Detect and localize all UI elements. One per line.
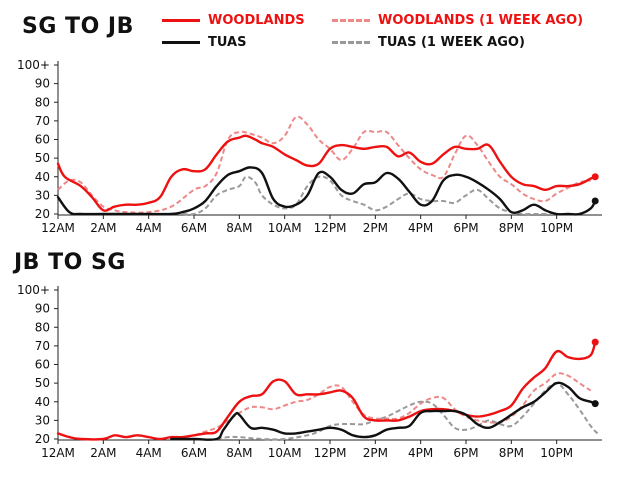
legend-label-tuas: TUAS — [208, 35, 247, 50]
y-tick-label: 40 — [35, 170, 50, 184]
series-end-marker-woodlands — [591, 338, 599, 346]
series-end-marker-woodlands — [591, 173, 599, 181]
x-tick-label: 4PM — [408, 446, 433, 460]
x-tick-label: 8PM — [499, 446, 524, 460]
legend-swatch-woodlands-prev — [332, 19, 370, 22]
series-line-tuas — [170, 381, 597, 441]
x-tick-label: 10PM — [540, 221, 573, 235]
y-tick-label: 60 — [35, 133, 50, 147]
x-tick-label: 2AM — [90, 221, 116, 235]
y-tick-label: 100+ — [17, 58, 50, 72]
chart-sg-to-jb: 20 30 40 50 60 70 80 90 100+ 12AM 2AM 4AM 6AM 8AM 10AM… — [17, 58, 602, 235]
series-end-marker-tuas — [591, 197, 599, 205]
series-line-woodlands — [56, 134, 597, 212]
x-tick-label: 6AM — [181, 446, 207, 460]
legend-swatch-woodlands — [162, 19, 200, 22]
y-tick-label: 50 — [35, 376, 50, 390]
x-tick-label: 10AM — [268, 446, 302, 460]
y-tick-label: 80 — [35, 95, 50, 109]
x-tick-label: 8AM — [226, 446, 252, 460]
y-tick-label: 30 — [35, 413, 50, 427]
x-tick-label: 4AM — [136, 221, 162, 235]
x-tick-label: 2AM — [90, 446, 116, 460]
x-tick-label: 8AM — [226, 221, 252, 235]
legend-item-tuas: TUAS — [162, 35, 246, 50]
x-tick-label: 10PM — [540, 446, 573, 460]
x-tick-label: 12PM — [314, 446, 347, 460]
x-tick-label: 4PM — [408, 221, 433, 235]
legend-label-woodlands: WOODLANDS — [208, 13, 305, 28]
x-tick-label: 10AM — [268, 221, 302, 235]
series-line-woodlands-prev — [57, 115, 591, 214]
y-tick-label: 30 — [35, 188, 50, 202]
y-tick-label: 20 — [35, 207, 50, 221]
y-tick-label: 90 — [35, 77, 50, 91]
legend-swatch-tuas — [162, 41, 200, 44]
y-tick-label: 70 — [35, 339, 50, 353]
x-tick-label: 2PM — [363, 221, 388, 235]
x-tick-label: 6AM — [181, 221, 207, 235]
legend-item-woodlands: WOODLANDS — [162, 13, 305, 28]
x-tick-label: 4AM — [136, 446, 162, 460]
x-tick-label: 12PM — [314, 221, 347, 235]
y-tick-label: 20 — [35, 432, 50, 446]
legend-swatch-tuas-prev — [332, 41, 370, 44]
y-tick-label: 40 — [35, 395, 50, 409]
x-tick-label: 8PM — [499, 221, 524, 235]
x-tick-label: 2PM — [363, 446, 388, 460]
y-tick-label: 60 — [35, 358, 50, 372]
legend-label-tuas-prev: TUAS (1 WEEK AGO) — [378, 35, 525, 50]
x-tick-label: 6PM — [453, 221, 478, 235]
chart-title-sg-to-jb: SG TO JB — [22, 14, 134, 39]
legend-item-woodlands-prev: WOODLANDS (1 WEEK AGO) — [332, 13, 583, 28]
x-tick-label: 12AM — [41, 221, 75, 235]
y-tick-label: 100+ — [17, 283, 50, 297]
y-tick-label: 90 — [35, 302, 50, 316]
legend-label-woodlands-prev: WOODLANDS (1 WEEK AGO) — [378, 13, 584, 28]
x-tick-label: 12AM — [41, 446, 75, 460]
series-line-tuas — [56, 166, 597, 216]
series-line-woodlands — [56, 340, 597, 441]
y-tick-label: 80 — [35, 320, 50, 334]
series-end-marker-tuas — [591, 400, 599, 408]
series-line-woodlands-prev — [171, 372, 592, 440]
series-line-tuas-prev — [216, 382, 599, 441]
x-tick-label: 6PM — [453, 446, 478, 460]
legend-item-tuas-prev: TUAS (1 WEEK AGO) — [332, 35, 525, 50]
y-tick-label: 70 — [35, 114, 50, 128]
y-tick-label: 50 — [35, 151, 50, 165]
chart-title-jb-to-sg: JB TO SG — [14, 250, 126, 275]
series-line-tuas-prev — [182, 175, 568, 216]
